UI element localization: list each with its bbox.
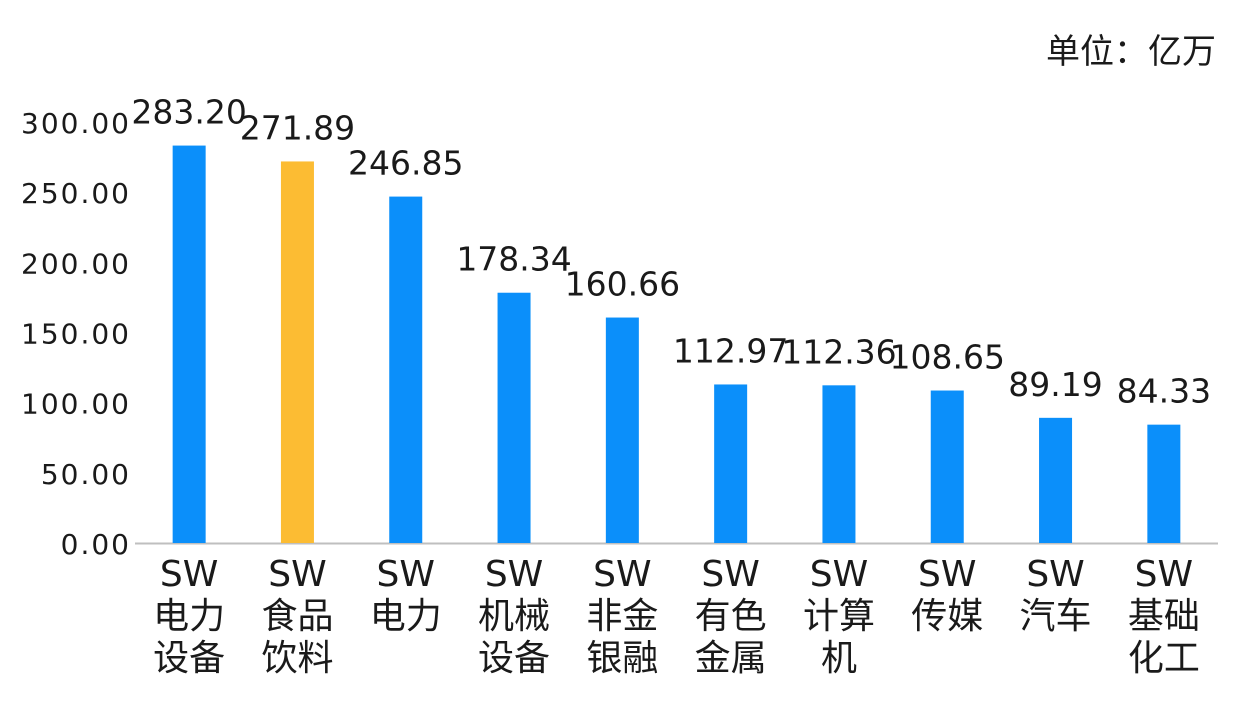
- bars: [172, 145, 1181, 544]
- value-label: 246.85: [348, 144, 463, 183]
- x-category-label-line: 银融: [586, 638, 658, 679]
- x-axis-labels: SW电力设备SW食品饮料SW电力SW机械设备SW非金银融SW有色金属SW计算机S…: [153, 554, 1200, 679]
- x-category-label-line: SW: [1135, 554, 1193, 595]
- value-label: 283.20: [131, 93, 246, 132]
- x-category-label-line: 电力: [370, 596, 442, 637]
- x-category-label-line: 饮料: [261, 638, 333, 679]
- x-category-label-line: SW: [377, 554, 435, 595]
- x-category-label-line: 化工: [1128, 638, 1200, 679]
- value-label: 160.66: [565, 265, 680, 304]
- y-tick-label: 150.00: [21, 318, 131, 351]
- value-label: 112.97: [673, 331, 788, 370]
- x-category-label-line: SW: [485, 554, 543, 595]
- x-category-label-line: 金属: [695, 638, 767, 679]
- bar: [497, 292, 531, 543]
- x-category-label-line: 非金: [586, 596, 658, 637]
- x-category-label-line: 食品: [261, 596, 333, 637]
- y-tick-label: 100.00: [21, 388, 131, 421]
- value-label: 108.65: [890, 338, 1005, 377]
- bar: [1039, 417, 1073, 543]
- bar: [1147, 424, 1181, 543]
- x-category-label-line: SW: [160, 554, 218, 595]
- unit-label: 单位：亿万: [1046, 32, 1216, 72]
- x-category-label-line: 有色: [695, 596, 767, 637]
- x-category-label-line: 基础: [1128, 596, 1200, 637]
- bar: [389, 196, 423, 544]
- y-axis-ticks: 0.00 50.00 100.00 150.00 200.00 250.00 300.00: [21, 107, 131, 561]
- value-label: 271.89: [240, 108, 355, 147]
- value-label: 89.19: [1008, 365, 1102, 404]
- x-category-label-line: 机械: [478, 596, 550, 637]
- x-category-label-line: 计算: [803, 596, 875, 637]
- value-label: 178.34: [456, 240, 571, 279]
- x-category-label-line: 传媒: [911, 596, 983, 637]
- x-category-label-line: 设备: [478, 638, 550, 679]
- y-tick-label: 200.00: [21, 247, 131, 280]
- bar: [172, 145, 206, 544]
- bar: [280, 161, 314, 543]
- x-category-label-line: SW: [593, 554, 651, 595]
- bar: [714, 384, 748, 543]
- x-category-label-line: 汽车: [1020, 596, 1092, 637]
- x-category-label-line: SW: [810, 554, 868, 595]
- value-label: 84.33: [1117, 372, 1211, 411]
- x-category-label-line: SW: [918, 554, 976, 595]
- bar: [930, 390, 964, 543]
- y-tick-label: 250.00: [21, 177, 131, 210]
- y-tick-label: 0.00: [61, 528, 131, 561]
- bar: [822, 385, 856, 543]
- y-tick-label: 300.00: [21, 107, 131, 140]
- x-category-label-line: SW: [268, 554, 326, 595]
- x-category-label-line: 机: [821, 638, 857, 679]
- x-category-label-line: 电力: [153, 596, 225, 637]
- x-category-label-line: 设备: [153, 638, 225, 679]
- value-label: 112.36: [781, 332, 896, 371]
- x-category-label-line: SW: [1026, 554, 1084, 595]
- y-tick-label: 50.00: [41, 458, 131, 491]
- bar: [605, 317, 639, 543]
- x-category-label-line: SW: [701, 554, 759, 595]
